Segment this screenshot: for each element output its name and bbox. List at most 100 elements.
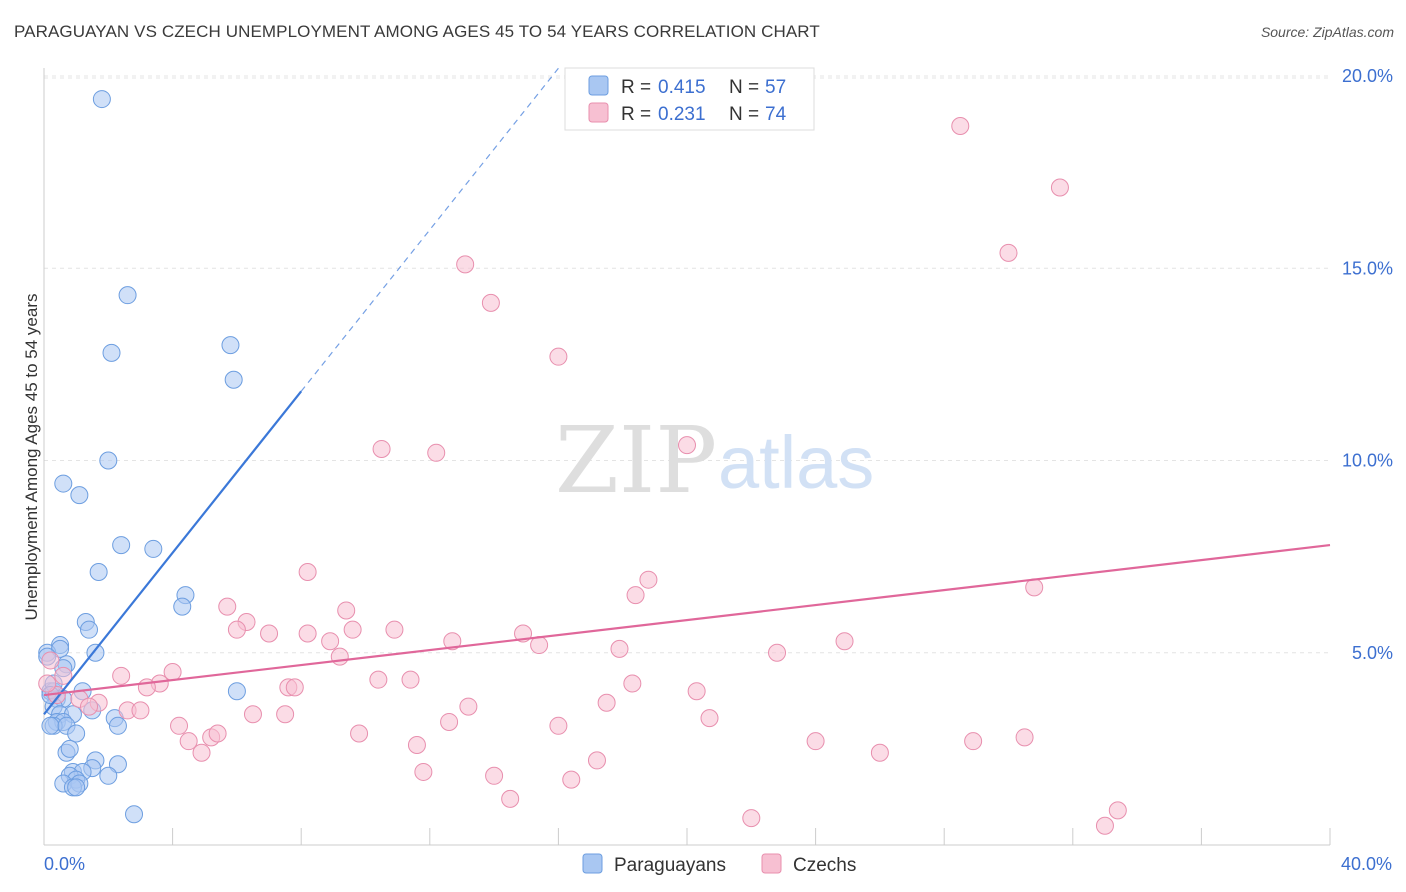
stats-r-value-czechs: 0.231 xyxy=(658,104,706,125)
stats-swatch-czechs xyxy=(588,102,609,123)
point-czechs xyxy=(243,705,262,724)
point-czechs xyxy=(385,620,404,639)
legend-label-czechs: Czechs xyxy=(793,855,856,876)
watermark-atlas: atlas xyxy=(718,421,874,504)
point-paraguayans xyxy=(227,682,246,701)
point-paraguayans xyxy=(112,536,131,555)
point-czechs xyxy=(870,743,889,762)
point-czechs xyxy=(192,743,211,762)
point-czechs xyxy=(41,651,60,670)
point-czechs xyxy=(999,243,1018,262)
point-czechs xyxy=(1025,578,1044,597)
point-czechs xyxy=(369,670,388,689)
point-paraguayans xyxy=(125,805,144,824)
source-label: Source: ZipAtlas.com xyxy=(1260,24,1394,40)
point-czechs xyxy=(131,701,150,720)
x-tick-label-min: 0.0% xyxy=(44,854,85,874)
point-czechs xyxy=(835,632,854,651)
trend-line-paraguayans xyxy=(43,390,303,715)
point-czechs xyxy=(951,116,970,135)
x-tick-label-max: 40.0% xyxy=(1341,854,1392,874)
x-ticks xyxy=(43,828,1331,845)
point-czechs xyxy=(768,643,787,662)
point-czechs xyxy=(179,732,198,751)
point-czechs xyxy=(440,712,459,731)
point-czechs xyxy=(298,624,317,643)
point-czechs xyxy=(227,620,246,639)
legend-swatch-czechs xyxy=(761,853,782,874)
point-czechs xyxy=(626,586,645,605)
point-czechs xyxy=(350,724,369,743)
point-czechs xyxy=(285,678,304,697)
point-czechs xyxy=(401,670,420,689)
point-czechs xyxy=(964,732,983,751)
point-paraguayans xyxy=(108,716,127,735)
point-czechs xyxy=(549,716,568,735)
series-legend: Paraguayans Czechs xyxy=(582,853,856,876)
stats-n-value-czechs: 74 xyxy=(765,104,787,125)
data-points xyxy=(38,90,1127,835)
y-tick-label: 10.0% xyxy=(1342,451,1393,471)
point-paraguayans xyxy=(67,778,86,797)
point-czechs xyxy=(54,666,73,685)
stats-r-value-paraguayans: 0.415 xyxy=(658,77,706,98)
point-czechs xyxy=(1050,178,1069,197)
legend-swatch-paraguayans xyxy=(582,853,603,874)
point-czechs xyxy=(80,697,99,716)
point-czechs xyxy=(687,682,706,701)
y-tick-label: 20.0% xyxy=(1342,66,1393,86)
point-czechs xyxy=(597,693,616,712)
point-czechs xyxy=(1095,816,1114,835)
point-paraguayans xyxy=(221,336,240,355)
point-czechs xyxy=(337,601,356,620)
point-czechs xyxy=(276,705,295,724)
point-czechs xyxy=(372,439,391,458)
point-czechs xyxy=(208,724,227,743)
point-czechs xyxy=(218,597,237,616)
point-paraguayans xyxy=(80,620,99,639)
point-czechs xyxy=(562,770,581,789)
trend-line-czechs xyxy=(43,543,1331,697)
point-czechs xyxy=(481,293,500,312)
point-czechs xyxy=(700,709,719,728)
point-czechs xyxy=(260,624,279,643)
point-czechs xyxy=(587,751,606,770)
trend-lines xyxy=(43,67,1331,715)
point-paraguayans xyxy=(86,643,105,662)
point-czechs xyxy=(549,347,568,366)
point-paraguayans xyxy=(224,370,243,389)
point-paraguayans xyxy=(99,451,118,470)
y-tick-label: 15.0% xyxy=(1342,258,1393,278)
y-tick-label: 5.0% xyxy=(1352,643,1393,663)
point-czechs xyxy=(427,443,446,462)
point-paraguayans xyxy=(89,563,108,582)
stats-n-label-czechs: N = xyxy=(729,104,759,125)
gridlines xyxy=(44,75,1330,654)
point-czechs xyxy=(443,632,462,651)
point-paraguayans xyxy=(54,474,73,493)
legend-label-paraguayans: Paraguayans xyxy=(614,855,726,876)
point-czechs xyxy=(456,255,475,274)
point-czechs xyxy=(806,732,825,751)
point-czechs xyxy=(501,789,520,808)
point-paraguayans xyxy=(144,539,163,558)
point-czechs xyxy=(321,632,340,651)
point-czechs xyxy=(459,697,478,716)
point-paraguayans xyxy=(60,739,79,758)
point-czechs xyxy=(678,436,696,455)
point-czechs xyxy=(170,716,189,735)
stats-n-label-paraguayans: N = xyxy=(729,77,759,98)
point-czechs xyxy=(742,809,761,828)
stats-n-value-paraguayans: 57 xyxy=(765,77,786,98)
point-czechs xyxy=(610,639,629,658)
stats-legend: R = 0.415 N = 57 R = 0.231 N = 74 xyxy=(564,67,815,131)
point-czechs xyxy=(485,766,504,785)
point-czechs xyxy=(407,736,426,755)
point-paraguayans xyxy=(118,286,137,305)
stats-swatch-paraguayans xyxy=(588,75,609,96)
point-paraguayans xyxy=(67,724,86,743)
point-czechs xyxy=(298,563,317,582)
y-axis-label: Unemployment Among Ages 45 to 54 years xyxy=(22,294,41,621)
point-paraguayans xyxy=(173,597,192,616)
